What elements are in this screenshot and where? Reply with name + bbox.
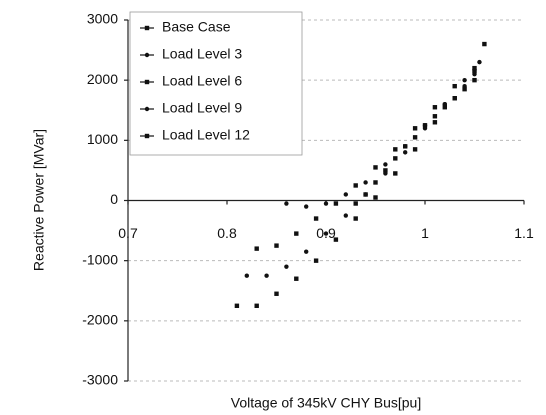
y-tick-label: -2000 [82, 312, 118, 328]
data-point [244, 273, 249, 278]
data-point [313, 258, 319, 263]
data-point [393, 156, 398, 161]
data-point [442, 102, 447, 107]
y-tick-label: -3000 [82, 372, 118, 388]
legend-marker [144, 25, 150, 31]
data-point [412, 135, 418, 140]
data-point [462, 83, 467, 89]
legend-label: Load Level 12 [162, 127, 250, 143]
data-point [383, 168, 388, 173]
x-tick-label: 1 [421, 225, 429, 241]
data-point [294, 276, 299, 281]
data-point [403, 144, 408, 149]
data-point [284, 201, 289, 206]
data-point [343, 213, 348, 218]
data-point [482, 41, 487, 47]
data-point [323, 201, 329, 206]
data-point [353, 201, 358, 206]
data-point [363, 192, 368, 197]
data-point [383, 162, 388, 167]
y-tick-label: 1000 [87, 131, 118, 147]
data-point [432, 105, 438, 110]
data-point [432, 114, 438, 119]
data-point [477, 59, 482, 65]
y-tick-label: 0 [110, 191, 118, 207]
x-tick-label: 1.1 [514, 225, 534, 241]
data-point [432, 120, 438, 125]
y-axis-label: Reactive Power [MVar] [31, 129, 47, 271]
legend-label: Load Level 6 [162, 73, 242, 89]
data-point [373, 195, 378, 200]
y-tick-label: 3000 [87, 11, 118, 27]
legend-marker [144, 106, 150, 112]
x-axis-label: Voltage of 345kV CHY Bus[pu] [231, 395, 421, 411]
data-point [462, 77, 467, 83]
data-point [274, 291, 279, 296]
legend-marker [144, 133, 150, 139]
y-tick-label: 2000 [87, 71, 118, 87]
data-point [412, 126, 418, 131]
data-point [254, 303, 259, 308]
data-point [393, 147, 398, 152]
legend-label: Base Case [162, 19, 231, 35]
data-point [462, 86, 467, 92]
data-point [254, 246, 259, 251]
data-point [442, 105, 447, 110]
legend-marker [144, 52, 150, 58]
data-point [393, 171, 398, 176]
data-point [472, 77, 477, 83]
data-point [323, 231, 329, 236]
data-point [452, 96, 457, 101]
data-point [412, 147, 418, 152]
legend-label: Load Level 9 [162, 100, 242, 116]
data-point [264, 273, 269, 278]
data-point [363, 180, 368, 185]
data-point [274, 243, 279, 248]
x-tick-label: 0.7 [118, 225, 138, 241]
legend-marker [144, 79, 150, 85]
data-point [422, 126, 428, 131]
y-tick-label: -1000 [82, 251, 118, 267]
data-point [333, 237, 339, 242]
data-point [304, 249, 309, 254]
data-point [373, 180, 378, 185]
data-point [304, 204, 309, 209]
data-point [313, 216, 319, 221]
x-tick-label: 0.8 [217, 225, 237, 241]
data-point [294, 231, 299, 236]
legend-box [129, 11, 303, 156]
data-point [353, 216, 358, 221]
data-point [343, 192, 348, 197]
data-point [403, 150, 408, 155]
data-point [452, 83, 457, 89]
data-point [333, 201, 339, 206]
data-point [373, 165, 378, 170]
data-point [422, 123, 428, 128]
data-point [353, 183, 358, 188]
legend-label: Load Level 3 [162, 46, 242, 62]
data-point [472, 65, 477, 71]
data-point [284, 264, 289, 269]
data-point [234, 303, 240, 308]
data-point [383, 171, 388, 176]
data-point [472, 68, 477, 74]
